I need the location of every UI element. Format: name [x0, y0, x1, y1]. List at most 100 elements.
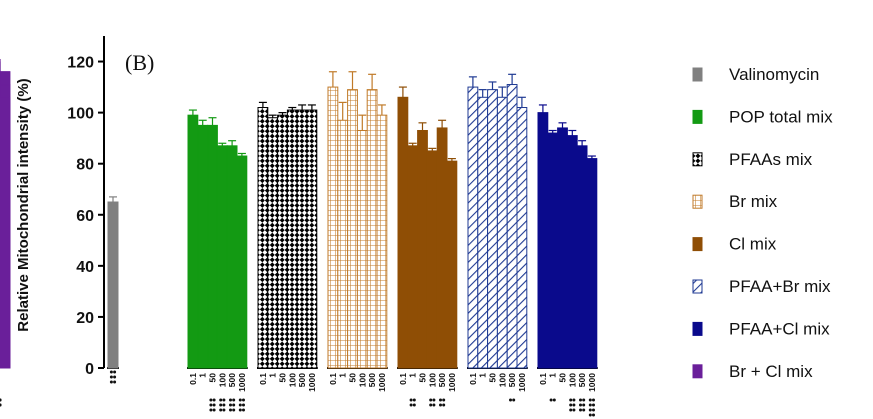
- x-tick-label: 1: [338, 373, 348, 378]
- significance-mark: [229, 403, 232, 407]
- legend-swatch: [692, 109, 703, 124]
- bar: [107, 201, 119, 369]
- significance-mark: [229, 408, 232, 412]
- x-tick-label: 50: [558, 373, 568, 383]
- significance-mark: [212, 398, 216, 402]
- x-tick-label: 50: [418, 373, 428, 383]
- bar: [557, 127, 568, 369]
- significance-mark: [432, 398, 436, 402]
- bar: [306, 109, 318, 369]
- bar: [467, 86, 479, 369]
- legend: Valinomycin POP total mix PFAAs mix Br mix C…: [692, 65, 833, 381]
- significance-mark: [409, 398, 413, 402]
- y-tick-label: 20: [76, 310, 94, 327]
- significance-mark: [242, 408, 245, 412]
- x-tick-label: 1000: [307, 373, 317, 392]
- significance-mark: [512, 398, 516, 402]
- significance-mark: [579, 398, 582, 402]
- significance-mark: [588, 408, 592, 412]
- x-tick-label: 1: [548, 373, 558, 378]
- legend-swatch: [692, 194, 703, 209]
- x-tick-label: 50: [208, 373, 218, 383]
- bar: [566, 135, 578, 369]
- significance-mark: [238, 403, 242, 407]
- bar: [487, 89, 498, 369]
- bar: [356, 129, 368, 369]
- legend-label: PFAA+Cl mix: [729, 319, 830, 338]
- significance-mark: [429, 403, 433, 407]
- significance-mark: [0, 398, 2, 402]
- x-tick-label: 500: [437, 373, 447, 387]
- significance-mark: [432, 403, 436, 407]
- x-tick-label: 1: [478, 373, 488, 378]
- significance-mark: [582, 403, 586, 407]
- bar: [187, 114, 199, 369]
- x-tick-label: 1000: [447, 373, 457, 392]
- significance-mark: [229, 398, 232, 402]
- significance-mark: [232, 403, 236, 407]
- x-tick-label: 500: [297, 373, 307, 387]
- significance-mark: [0, 403, 2, 407]
- x-tick-label: 1: [268, 373, 278, 378]
- y-axis-label-svg: Relative Mitochondrial intensity (%): [15, 78, 32, 331]
- significance-mark: [222, 398, 226, 402]
- legend-swatch: [692, 237, 703, 252]
- x-tick-label: 100: [427, 373, 437, 387]
- legend-swatch: [692, 321, 703, 336]
- bar: [0, 96, 11, 369]
- x-tick-label: 500: [507, 373, 517, 387]
- x-tick-label: 100: [497, 373, 507, 387]
- x-tick-label: 100: [357, 373, 367, 387]
- x-tick-label: 100: [287, 373, 297, 387]
- bar: [257, 107, 269, 369]
- significance-mark: [582, 408, 586, 412]
- y-tick-label: 80: [76, 157, 94, 174]
- bar: [477, 96, 489, 369]
- legend-swatch: [692, 152, 703, 167]
- significance-mark: [572, 403, 576, 407]
- x-tick-label: 500: [367, 373, 377, 387]
- bar: [407, 145, 419, 369]
- significance-mark: [232, 408, 236, 412]
- bar: [347, 89, 358, 369]
- bar: [576, 145, 588, 369]
- y-axis-label: Relative Mitochondrial intensity (%): [15, 78, 32, 331]
- x-tick-label: 0.1: [258, 373, 268, 385]
- significance-mark: [552, 398, 556, 402]
- bar: [436, 127, 448, 369]
- significance-mark: [409, 403, 413, 407]
- significance-mark: [442, 398, 446, 402]
- x-tick-label: 0.1: [188, 373, 198, 385]
- y-tick-label: 120: [67, 55, 94, 72]
- x-tick-label: 1000: [377, 373, 387, 392]
- bar: [376, 114, 388, 369]
- y-tick-label: 0: [85, 361, 94, 378]
- significance-mark: [588, 403, 592, 407]
- bars: [0, 58, 598, 369]
- legend-label: Br + Cl mix: [729, 362, 813, 381]
- significance-mark: [569, 398, 573, 402]
- x-tick-label: 500: [577, 373, 587, 387]
- significance-mark: [219, 398, 223, 402]
- significance-mark: [209, 403, 213, 407]
- x-tick-label: 1000: [587, 373, 597, 392]
- significance-mark: [592, 413, 595, 417]
- significance-mark: [242, 403, 245, 407]
- x-tick-label: 500: [227, 373, 237, 387]
- x-tick-label: 1: [408, 373, 418, 378]
- x-tick-label: 100: [217, 373, 227, 387]
- significance-mark: [219, 408, 223, 412]
- significance-mark: [209, 408, 213, 412]
- bar: [296, 109, 308, 369]
- significance-mark: [242, 398, 245, 402]
- significance-mark: [109, 370, 113, 374]
- bar: [236, 155, 248, 369]
- significance-mark: [212, 408, 216, 412]
- significance-mark: [238, 398, 242, 402]
- x-tick-label: 0.1: [328, 373, 338, 385]
- significance-mark: [549, 398, 553, 402]
- x-tick-label: 50: [488, 373, 498, 383]
- bar: [426, 150, 438, 369]
- bar: [226, 145, 238, 369]
